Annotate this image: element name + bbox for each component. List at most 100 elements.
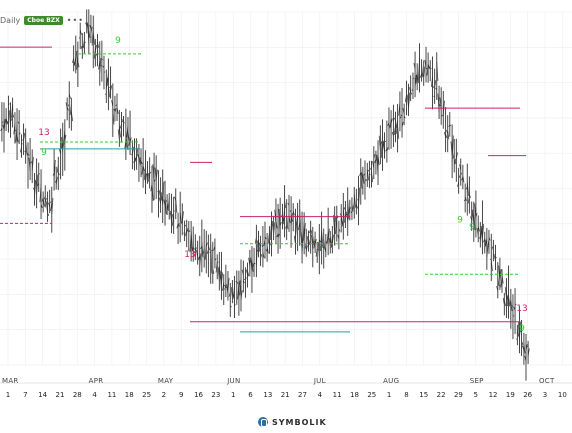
ohlc-bar [291,203,295,232]
ohlc-bar [293,208,298,255]
signal-label: 9 [519,324,525,334]
ohlc-bar [254,224,258,278]
ohlc-bar [82,32,86,54]
ohlc-bar [444,107,448,153]
ohlc-bar [178,191,182,243]
ohlc-bar [78,22,82,50]
ohlc-bar [204,230,208,274]
signal-label: 13 [38,128,49,138]
ohlc-bar [400,88,404,138]
ohlc-bar [274,198,278,244]
ohlc-bar [454,138,458,182]
ohlc-bar [11,97,15,128]
ohlc-bar [26,142,30,189]
ohlc-bar [241,260,245,293]
ohlc-bar [315,242,319,263]
ohlc-bar [374,150,378,175]
ohlc-bar [387,107,391,150]
ohlc-bar [396,103,400,153]
ohlc-bar [283,185,287,238]
ohlc-bar [61,122,65,176]
ohlc-bar [143,150,147,195]
ohlc-bar [516,324,519,346]
ohlc-bar [196,240,200,265]
ohlc-bar [111,83,115,137]
ohlc-bar [194,234,197,261]
ohlc-bar [148,157,152,189]
ohlc-bar [50,186,54,233]
ohlc-bar [509,288,513,329]
x-tick-label: 11 [333,391,342,399]
ohlc-bar [261,225,265,268]
ohlc-bar [413,51,417,98]
ohlc-bar [113,95,117,122]
ohlc-bar [285,199,289,241]
ohlc-bar [119,111,123,143]
x-tick-label: 25 [142,391,151,399]
levels [0,46,526,333]
ohlc-bar [15,108,19,161]
ohlc-bar [187,220,191,252]
x-tick-label: 1 [6,391,10,399]
ohlc-bar [176,212,180,245]
ohlc-bar [235,270,239,305]
signal-label: 9 [41,148,47,158]
ohlc-bar [522,332,526,365]
x-tick-label: 10 [558,391,567,399]
x-tick-label: 25 [367,391,376,399]
signal-label: 9 [115,36,121,46]
ohlc-bar [307,230,311,252]
data-source-badge: Cboe BZX [24,15,63,25]
timeframe-label[interactable]: Daily [0,15,21,25]
ohlc-bar [228,282,232,317]
ohlc-bar [487,229,491,254]
x-tick-label: 27 [298,391,307,399]
ohlc-bar [133,138,137,171]
x-tick-label: 5 [473,391,477,399]
ohlc-bar [526,340,530,365]
ohlc-bar [209,233,213,284]
ohlc-bar [426,52,430,83]
ohlc-bar [450,124,454,179]
ohlc-bar [202,229,206,268]
ohlc-bar [183,220,187,242]
ohlc-bar [467,176,471,214]
x-tick-label: 21 [56,391,65,399]
ohlc-bar [463,183,467,213]
ohlc-bar [219,251,223,300]
ohlc-bar [483,231,487,254]
ohlc-bar [213,238,217,269]
ohlc-bar [124,108,128,160]
ohlc-bar [180,203,184,236]
ohlc-bar [498,257,502,290]
ohlc-bar [19,134,23,158]
ohlc-bar [72,45,76,72]
ohlc-bar [478,222,482,248]
ohlc-bar [380,119,384,171]
more-menu-icon[interactable]: ••• [66,15,84,25]
ohlc-bar [226,271,230,301]
ohlc-bar [365,162,369,187]
ohlc-bar [22,123,26,155]
ohlc-bar [69,97,73,131]
x-tick-label: 19 [506,391,515,399]
ohlc-bar [407,83,411,116]
ohlc-bar [313,231,317,254]
ohlc-bar [102,55,106,90]
ohlc-bar [459,158,463,186]
ohlc-bar [76,41,80,88]
ohlc-bar [259,235,263,267]
ohlc-bar [524,334,528,381]
ohlc-bar [383,132,386,159]
ohlc-bar [52,148,56,191]
ohlc-bar [433,68,437,104]
ohlc-bar [417,43,421,93]
brand-name: SYMBOLIK [272,417,327,427]
x-tick-label: 15 [419,391,428,399]
ohlc-bar [185,219,189,248]
ohlc-bar [154,155,158,200]
ohlc-bar [13,112,17,144]
ohlc-bar [200,219,204,273]
ohlc-bar [115,93,119,122]
